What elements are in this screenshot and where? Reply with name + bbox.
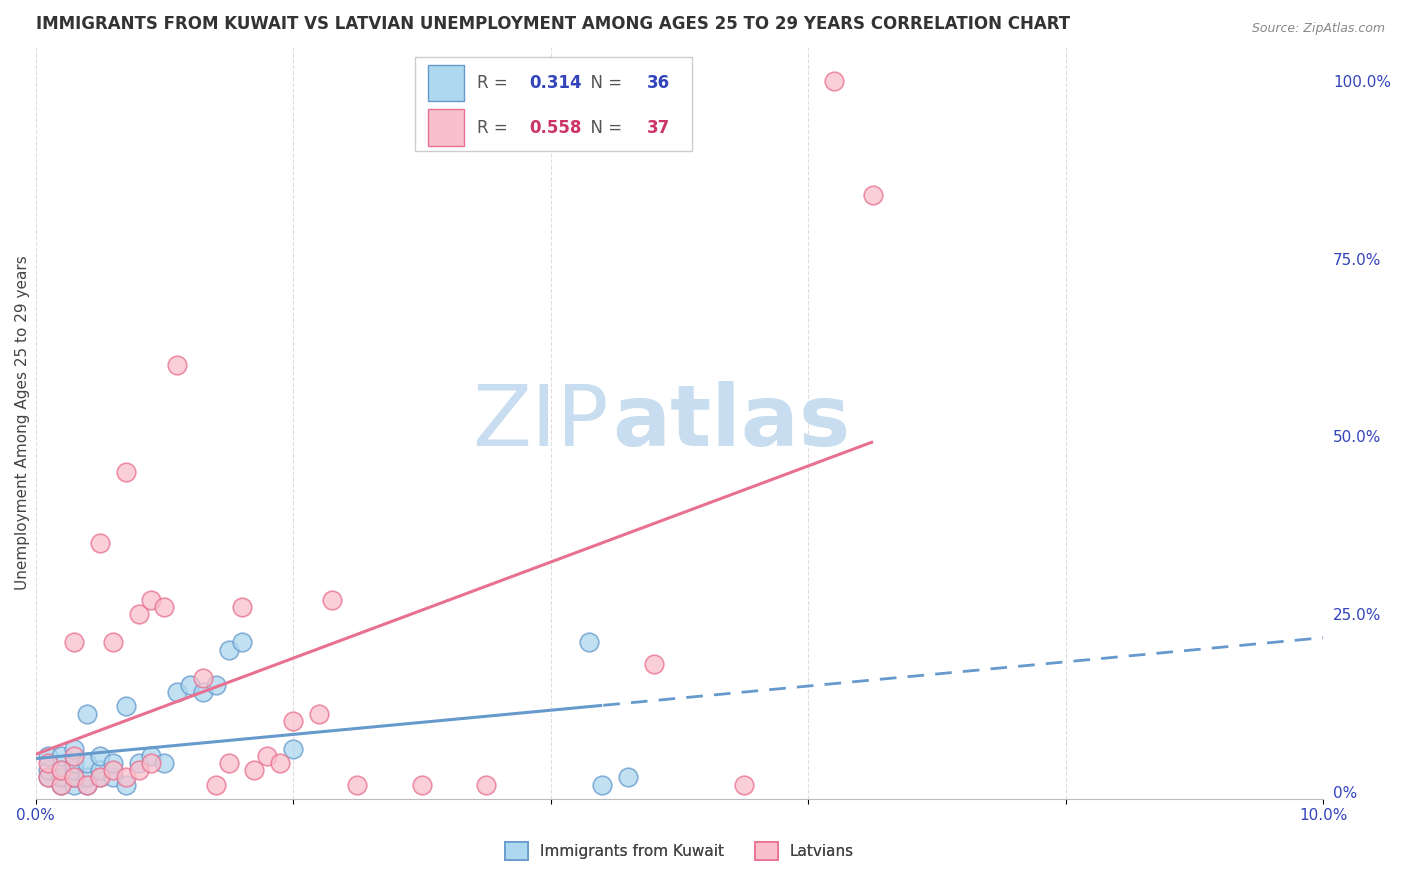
Point <box>51 749 73 764</box>
Point <box>166 685 188 699</box>
Point <box>191 685 214 699</box>
Point <box>76 771 98 785</box>
Point <box>37 771 59 785</box>
Point <box>218 756 240 771</box>
Point <box>231 599 253 614</box>
Point <box>101 771 124 785</box>
Text: IMMIGRANTS FROM KUWAIT VS LATVIAN UNEMPLOYMENT AMONG AGES 25 TO 29 YEARS CORRELA: IMMIGRANTS FROM KUWAIT VS LATVIAN UNEMPL… <box>35 15 1070 33</box>
Text: Source: ZipAtlas.com: Source: ZipAtlas.com <box>1251 22 1385 36</box>
Point <box>76 756 98 771</box>
Point <box>153 756 176 771</box>
Point <box>101 764 124 778</box>
Point <box>346 778 368 792</box>
Point <box>37 764 59 778</box>
Point <box>63 742 86 756</box>
Point <box>37 749 59 764</box>
Point <box>256 749 278 764</box>
Point <box>63 635 86 649</box>
Point <box>114 465 136 479</box>
Text: N =: N = <box>581 74 627 92</box>
Point <box>51 771 73 785</box>
Point <box>89 771 111 785</box>
Y-axis label: Unemployment Among Ages 25 to 29 years: Unemployment Among Ages 25 to 29 years <box>15 255 30 590</box>
Point <box>281 714 304 728</box>
Point <box>76 778 98 792</box>
Point <box>179 678 201 692</box>
Point <box>823 74 845 88</box>
Text: 36: 36 <box>647 74 671 92</box>
Point <box>475 778 498 792</box>
FancyBboxPatch shape <box>429 65 464 102</box>
Text: R =: R = <box>477 74 513 92</box>
Point <box>205 678 228 692</box>
Point <box>205 778 228 792</box>
Point <box>141 756 163 771</box>
Point <box>63 756 86 771</box>
Point <box>269 756 291 771</box>
Point <box>51 764 73 778</box>
Point <box>128 756 150 771</box>
Point <box>128 607 150 621</box>
Point <box>63 771 86 785</box>
Text: 0.314: 0.314 <box>529 74 581 92</box>
Point <box>733 778 755 792</box>
Legend: Immigrants from Kuwait, Latvians: Immigrants from Kuwait, Latvians <box>499 836 860 866</box>
Point <box>76 706 98 721</box>
Point <box>281 742 304 756</box>
Point <box>308 706 330 721</box>
Text: atlas: atlas <box>613 381 851 464</box>
Point <box>166 359 188 373</box>
Text: N =: N = <box>581 119 627 136</box>
Point <box>141 749 163 764</box>
Point <box>63 778 86 792</box>
Point <box>101 635 124 649</box>
Point <box>51 778 73 792</box>
Point <box>89 764 111 778</box>
Text: R =: R = <box>477 119 513 136</box>
FancyBboxPatch shape <box>429 110 464 145</box>
Point <box>578 635 600 649</box>
Point <box>153 599 176 614</box>
Point <box>231 635 253 649</box>
Point <box>411 778 433 792</box>
Point <box>89 771 111 785</box>
Text: 37: 37 <box>647 119 671 136</box>
Text: 0.558: 0.558 <box>529 119 581 136</box>
Point <box>591 778 613 792</box>
Point <box>141 592 163 607</box>
Point <box>51 764 73 778</box>
Point <box>51 778 73 792</box>
Point <box>128 764 150 778</box>
Point <box>321 592 343 607</box>
FancyBboxPatch shape <box>415 57 692 151</box>
Point <box>617 771 640 785</box>
Point <box>191 671 214 685</box>
Point <box>63 771 86 785</box>
Point <box>37 756 59 771</box>
Point <box>243 764 266 778</box>
Point <box>101 756 124 771</box>
Point <box>114 771 136 785</box>
Point <box>63 764 86 778</box>
Point <box>114 699 136 714</box>
Point <box>862 187 884 202</box>
Point <box>89 749 111 764</box>
Text: ZIP: ZIP <box>472 381 609 464</box>
Point <box>218 642 240 657</box>
Point <box>37 771 59 785</box>
Point <box>63 749 86 764</box>
Point <box>114 778 136 792</box>
Point <box>643 657 665 671</box>
Point <box>76 778 98 792</box>
Point <box>89 536 111 550</box>
